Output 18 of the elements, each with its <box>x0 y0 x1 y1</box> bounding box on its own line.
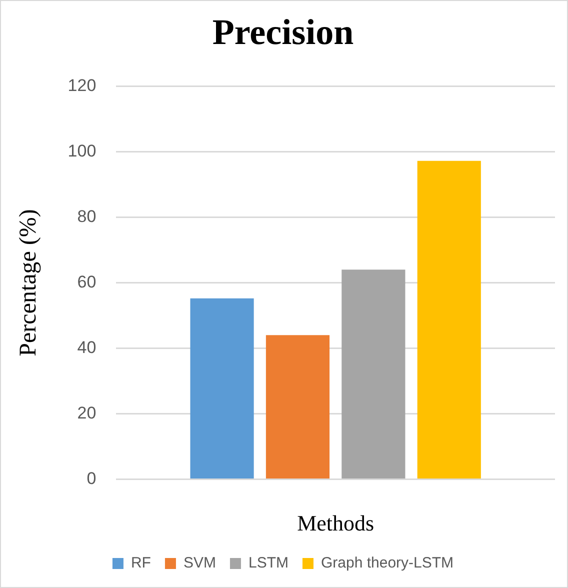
legend-label: SVM <box>183 554 216 572</box>
y-tick-label: 20 <box>77 403 96 422</box>
bar <box>266 335 330 478</box>
y-tick-label: 60 <box>77 272 96 292</box>
y-tick-label: 0 <box>86 468 96 488</box>
y-tick-label: 40 <box>77 338 96 357</box>
bar <box>190 298 254 478</box>
bar <box>417 160 481 478</box>
chart-title: Precision <box>212 12 354 52</box>
legend-label: Graph theory-LSTM <box>320 554 454 572</box>
legend-label: RF <box>130 554 151 572</box>
y-tick-label: 120 <box>68 76 96 95</box>
legend-label: LSTM <box>248 554 288 572</box>
x-axis-title: Methods <box>297 510 374 536</box>
bar <box>342 270 406 478</box>
y-tick-label: 100 <box>68 141 96 160</box>
y-tick-label: 80 <box>77 206 96 226</box>
y-axis-title: Percentage (%) <box>16 209 42 356</box>
